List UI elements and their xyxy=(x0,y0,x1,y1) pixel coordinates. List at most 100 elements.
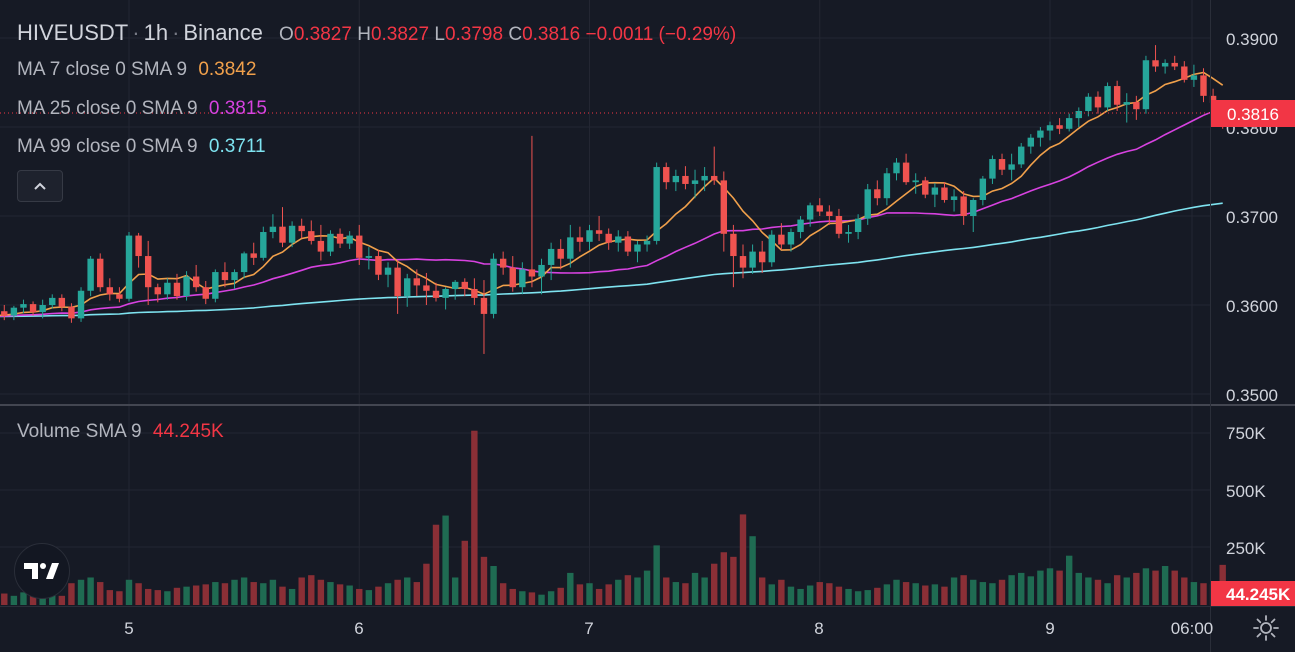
candle-body xyxy=(826,211,833,216)
candle-body xyxy=(356,235,363,258)
candle-body xyxy=(758,251,766,263)
volume-bar xyxy=(653,545,660,605)
ma25-legend[interactable]: MA 25 close 0 SMA 9 0.3815 xyxy=(17,98,267,120)
candle-body xyxy=(164,282,171,295)
volume-bar xyxy=(212,582,219,605)
price-tick: 0.3900 xyxy=(1226,30,1278,49)
candle-body xyxy=(154,287,161,295)
volume-bars xyxy=(1,430,1226,605)
volume-bar xyxy=(701,577,708,605)
candle-body xyxy=(509,267,516,288)
candle-body xyxy=(1142,60,1150,110)
candle-body xyxy=(423,285,430,291)
volume-bar xyxy=(1046,568,1054,605)
volume-bar xyxy=(404,577,411,605)
volume-bar xyxy=(960,575,967,605)
candle-body xyxy=(605,233,612,243)
price-scale[interactable]: 0.3900 0.3800 0.3700 0.3600 0.3500 xyxy=(1226,30,1278,405)
collapse-legend-button[interactable] xyxy=(17,170,63,202)
symbol-name[interactable]: HIVEUSDT xyxy=(17,20,129,45)
volume-bar xyxy=(682,583,689,605)
volume-bar xyxy=(68,583,75,605)
candle-body xyxy=(1171,62,1178,67)
volume-bar xyxy=(547,591,555,605)
volume-bar xyxy=(288,588,296,605)
volume-bar xyxy=(1142,568,1150,605)
volume-bar xyxy=(250,582,257,605)
candle-body xyxy=(49,297,56,305)
volume-bar xyxy=(519,591,526,605)
volume-bar xyxy=(1018,572,1025,605)
candle-body xyxy=(797,219,804,233)
ohlc-values: O0.3827 H0.3827 L0.3798 C0.3816 −0.0011 … xyxy=(279,24,737,45)
volume-bar xyxy=(49,594,56,605)
ma7-legend[interactable]: MA 7 close 0 SMA 9 0.3842 xyxy=(17,59,256,81)
volume-bar xyxy=(87,577,94,605)
candle-body xyxy=(864,189,871,219)
volume-bar xyxy=(595,588,603,605)
volume-bar xyxy=(327,582,334,605)
volume-bar xyxy=(1190,582,1198,605)
ma99-legend[interactable]: MA 99 close 0 SMA 9 0.3711 xyxy=(17,136,266,158)
volume-bar xyxy=(125,579,133,605)
candle-body xyxy=(68,306,75,319)
candle-body xyxy=(1123,102,1130,105)
candle-body xyxy=(960,196,967,216)
volume-bar xyxy=(375,586,382,605)
change-value: −0.0011 (−0.29%) xyxy=(585,24,737,45)
volume-bar xyxy=(1133,572,1140,605)
volume-scale[interactable]: 750K 500K 250K xyxy=(1226,424,1266,558)
volume-bar xyxy=(1113,575,1121,605)
exchange-label: Binance xyxy=(183,20,263,45)
interval-label[interactable]: 1h xyxy=(143,20,169,45)
volume-bar xyxy=(356,588,363,605)
candle-body xyxy=(768,234,775,263)
high-value: 0.3827 xyxy=(370,24,430,45)
candle-body xyxy=(461,281,468,289)
candle-body xyxy=(298,225,305,232)
volume-bar xyxy=(394,579,401,605)
volume-bar xyxy=(835,586,843,605)
candle-body xyxy=(490,258,497,314)
volume-bar xyxy=(384,583,392,605)
volume-bar xyxy=(1104,583,1111,605)
volume-bar xyxy=(269,579,277,605)
candle-body xyxy=(806,205,814,220)
volume-bar xyxy=(797,588,804,605)
candle-body xyxy=(787,232,795,245)
gear-icon[interactable] xyxy=(1252,614,1280,642)
volume-bar xyxy=(874,587,881,605)
candle-body xyxy=(39,305,46,313)
volume-bar xyxy=(864,590,871,605)
volume-bar xyxy=(528,592,536,605)
volume-bar xyxy=(1027,576,1035,605)
volume-bar xyxy=(365,590,373,605)
candle-body xyxy=(1046,125,1054,131)
volume-bar xyxy=(1123,577,1130,605)
volume-bar xyxy=(77,579,85,605)
candle-body xyxy=(845,232,852,234)
candle-body xyxy=(451,281,459,289)
candle-body xyxy=(730,233,737,257)
volume-bar xyxy=(509,588,516,605)
volume-bar xyxy=(902,582,910,605)
candle-body xyxy=(874,189,881,199)
volume-bar xyxy=(346,585,353,605)
volume-bar xyxy=(432,524,440,605)
volume-bar xyxy=(423,563,430,605)
candle-body xyxy=(1008,164,1015,170)
candle-body xyxy=(288,225,296,243)
candle-body xyxy=(528,269,536,277)
candle-body xyxy=(97,258,104,288)
time-axis[interactable]: 5 6 7 8 9 06:00 xyxy=(124,619,1213,638)
volume-bar xyxy=(279,586,286,605)
volume-bar xyxy=(192,585,200,605)
candle-body xyxy=(720,180,728,234)
volume-legend[interactable]: Volume SMA 9 44.245K xyxy=(17,421,224,443)
tradingview-logo-icon[interactable] xyxy=(14,543,70,599)
volume-bar xyxy=(922,585,929,605)
volume-bar xyxy=(451,577,459,605)
symbol-legend[interactable]: HIVEUSDT · 1h · Binance O0.3827 H0.3827 L0.3… xyxy=(17,20,737,45)
candle-body xyxy=(1094,96,1102,108)
